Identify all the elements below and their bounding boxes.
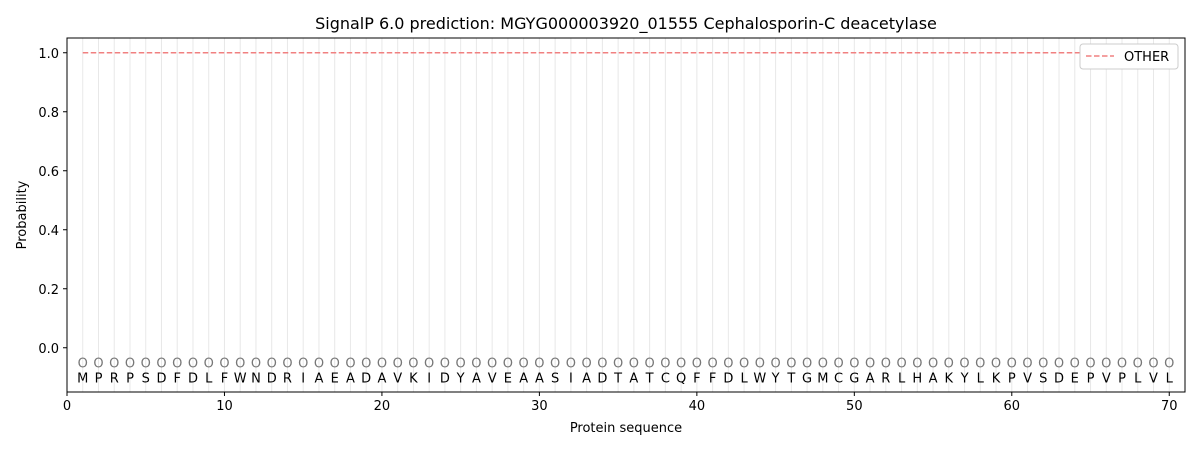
residue-label: K bbox=[945, 371, 954, 386]
residue-label: P bbox=[1087, 371, 1095, 386]
y-tick-label: 0.8 bbox=[38, 106, 59, 121]
residue-label: P bbox=[126, 371, 134, 386]
residue-label: D bbox=[267, 371, 277, 386]
residue-label: A bbox=[519, 371, 528, 386]
residue-label: A bbox=[535, 371, 544, 386]
residue-label: E bbox=[1071, 371, 1079, 386]
residue-label: A bbox=[472, 371, 481, 386]
residue-label: C bbox=[834, 371, 843, 386]
x-tick-label: 20 bbox=[374, 399, 391, 414]
residue-label: F bbox=[693, 371, 700, 386]
residue-label: V bbox=[1149, 371, 1158, 386]
residue-label: P bbox=[1008, 371, 1016, 386]
x-axis-label: Protein sequence bbox=[570, 421, 682, 436]
legend: OTHER bbox=[1079, 43, 1179, 70]
residue-label: A bbox=[929, 371, 938, 386]
x-tick-label: 50 bbox=[846, 399, 863, 414]
x-tick-label: 30 bbox=[531, 399, 548, 414]
residue-label: F bbox=[709, 371, 716, 386]
residue-label: A bbox=[582, 371, 591, 386]
residue-label: T bbox=[786, 371, 795, 386]
residue-label: C bbox=[661, 371, 670, 386]
x-tick-label: 70 bbox=[1161, 399, 1178, 414]
x-tick-label: 0 bbox=[63, 399, 71, 414]
residue-label: A bbox=[866, 371, 875, 386]
residue-label: K bbox=[409, 371, 418, 386]
residue-label: L bbox=[898, 371, 906, 386]
legend-box bbox=[1079, 43, 1179, 70]
x-tick-label: 40 bbox=[689, 399, 706, 414]
x-tick-label: 60 bbox=[1004, 399, 1021, 414]
residue-label: V bbox=[1023, 371, 1032, 386]
residue-label: V bbox=[393, 371, 402, 386]
residue-label: L bbox=[205, 371, 213, 386]
residue-label: L bbox=[1134, 371, 1142, 386]
y-axis-label: Probability bbox=[15, 180, 30, 249]
residue-label: D bbox=[156, 371, 166, 386]
residue-label: P bbox=[95, 371, 103, 386]
residue-label: R bbox=[881, 371, 890, 386]
residue-label: T bbox=[645, 371, 654, 386]
residue-label: Y bbox=[771, 371, 780, 386]
residue-label: I bbox=[569, 371, 573, 386]
residue-label: R bbox=[283, 371, 292, 386]
residue-label: D bbox=[188, 371, 198, 386]
residue-label: Q bbox=[676, 371, 686, 386]
residue-label: S bbox=[1039, 371, 1047, 386]
residue-label: I bbox=[427, 371, 431, 386]
residue-label: D bbox=[597, 371, 607, 386]
residue-label: G bbox=[849, 371, 859, 386]
residue-label: M bbox=[77, 371, 88, 386]
residue-label: R bbox=[110, 371, 119, 386]
residue-label: L bbox=[1166, 371, 1174, 386]
y-tick-label: 0.0 bbox=[38, 342, 59, 357]
residue-label: L bbox=[977, 371, 985, 386]
residue-label: A bbox=[377, 371, 386, 386]
y-tick-label: 0.4 bbox=[38, 224, 59, 239]
residue-label: H bbox=[912, 371, 922, 386]
residue-label: Y bbox=[456, 371, 465, 386]
residue-label: V bbox=[488, 371, 497, 386]
y-tick-label: 0.6 bbox=[38, 165, 59, 180]
residue-label: N bbox=[251, 371, 261, 386]
residue-label: G bbox=[802, 371, 812, 386]
residue-label: E bbox=[331, 371, 339, 386]
residue-label: D bbox=[440, 371, 450, 386]
residue-label: W bbox=[753, 371, 766, 386]
legend-label-other: OTHER bbox=[1124, 50, 1169, 65]
residue-label: M bbox=[817, 371, 828, 386]
y-tick-label: 0.2 bbox=[38, 283, 59, 298]
residue-label: A bbox=[346, 371, 355, 386]
residue-label: Y bbox=[960, 371, 969, 386]
residue-label: S bbox=[142, 371, 150, 386]
predicted-labels: OOOOOOOOOOOOOOOOOOOOOOOOOOOOOOOOOOOOOOOO… bbox=[78, 357, 1175, 372]
residue-label: I bbox=[301, 371, 305, 386]
y-tick-label: 1.0 bbox=[38, 47, 59, 62]
residue-label: D bbox=[361, 371, 371, 386]
residue-label: T bbox=[613, 371, 622, 386]
residue-label: A bbox=[629, 371, 638, 386]
chart-title: SignalP 6.0 prediction: MGYG000003920_01… bbox=[315, 14, 937, 34]
residue-label: W bbox=[234, 371, 247, 386]
plot-frame bbox=[66, 37, 1186, 393]
residue-label: E bbox=[504, 371, 512, 386]
residue-label: D bbox=[723, 371, 733, 386]
residue-label: A bbox=[314, 371, 323, 386]
residue-label: S bbox=[551, 371, 559, 386]
x-tick-label: 10 bbox=[216, 399, 233, 414]
residue-label: F bbox=[173, 371, 180, 386]
residue-label: V bbox=[1102, 371, 1111, 386]
residue-label: F bbox=[221, 371, 228, 386]
residue-label: K bbox=[992, 371, 1001, 386]
residue-label: D bbox=[1054, 371, 1064, 386]
residue-label: L bbox=[740, 371, 748, 386]
residue-label: P bbox=[1118, 371, 1126, 386]
